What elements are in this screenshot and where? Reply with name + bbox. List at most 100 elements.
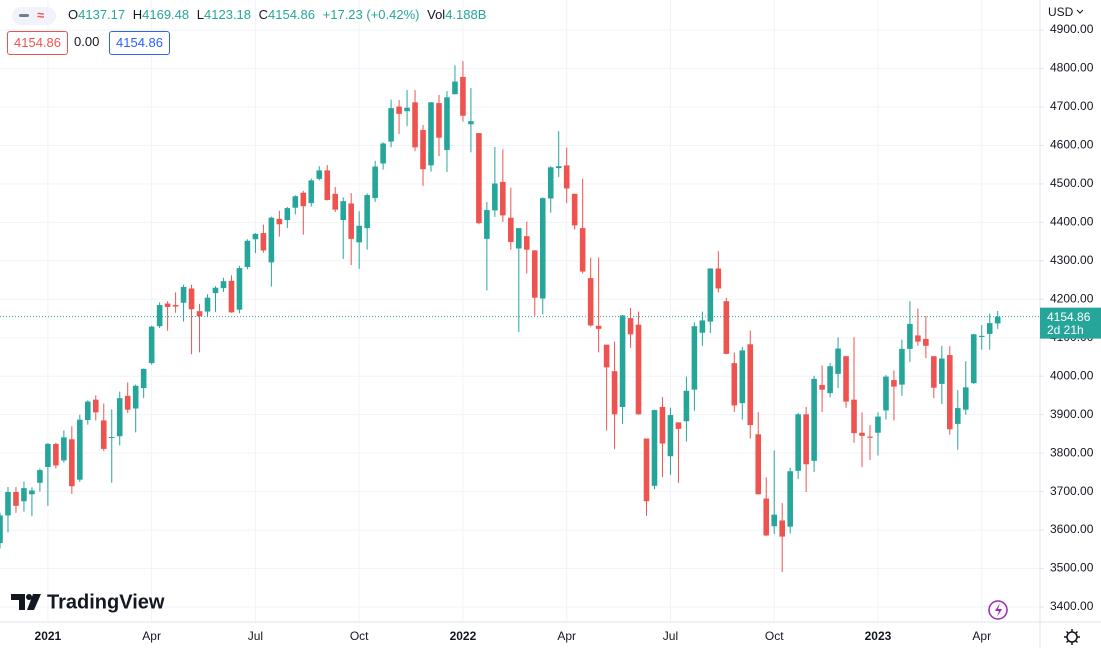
candle-body [819, 385, 825, 390]
y-tick-label: 3800.00 [1050, 445, 1094, 459]
x-tick-label: 2021 [35, 629, 62, 643]
y-tick-label: 4700.00 [1050, 99, 1094, 113]
candle-body [116, 398, 123, 437]
x-tick-label: Oct [765, 629, 784, 643]
candle-body [420, 130, 426, 170]
vol-label: Vol [427, 7, 446, 22]
sell-price[interactable]: 4154.86 [7, 31, 68, 55]
candle-body [723, 301, 730, 354]
lightning-button[interactable] [988, 600, 1008, 620]
candle-body [428, 102, 434, 166]
candle-body [260, 233, 267, 251]
l-label: L [196, 7, 204, 22]
y-tick-label: 4200.00 [1050, 291, 1094, 305]
buy-price[interactable]: 4154.86 [109, 31, 170, 55]
candle-body [244, 240, 251, 267]
last-price-label: 4154.86 [1047, 310, 1091, 324]
candle-body [954, 408, 961, 424]
candle-body [468, 121, 474, 125]
candle-body [539, 198, 546, 299]
candle-body [340, 201, 347, 221]
candle-body [92, 399, 99, 413]
candle-body [707, 268, 714, 322]
candle-body [739, 350, 746, 404]
candle-body [835, 348, 841, 374]
y-tick-label: 4400.00 [1050, 215, 1094, 229]
candle-body [444, 97, 450, 151]
x-tick-label: 2023 [865, 629, 892, 643]
candle-body [148, 326, 155, 364]
candle-body [595, 325, 602, 329]
candle-body [284, 208, 291, 221]
y-tick-label: 3900.00 [1050, 407, 1094, 421]
candle-body [899, 348, 905, 385]
candle-body [691, 326, 698, 390]
x-tick-label: 2022 [450, 629, 477, 643]
candle-body [939, 358, 945, 384]
c-label: C [258, 7, 269, 22]
settings-button[interactable] [1064, 629, 1080, 645]
candle-body [220, 281, 227, 289]
candle-body [196, 311, 203, 317]
candle-body [348, 203, 354, 239]
logo: TradingView [11, 591, 165, 613]
candle-body [516, 228, 522, 249]
candle-body [619, 315, 626, 407]
candle-body [523, 236, 530, 250]
candle-body [332, 193, 339, 210]
candle-body [236, 268, 243, 310]
svg-text:≈: ≈ [37, 7, 44, 22]
currency: USD [1048, 5, 1074, 19]
candle-body [508, 217, 514, 242]
candle-body [779, 520, 785, 537]
candle-body [356, 225, 362, 243]
candle-body [683, 390, 690, 422]
x-tick-label: Jul [248, 629, 263, 643]
spread: 0.00 [72, 31, 102, 53]
y-tick-label: 3600.00 [1050, 522, 1094, 536]
candle-body [172, 305, 179, 307]
candle-body [380, 143, 386, 164]
close-value: 4154.86 [268, 7, 316, 22]
candle-body [851, 399, 857, 434]
h-label: H [132, 7, 143, 22]
candle-body [180, 286, 187, 303]
candle-body [603, 344, 610, 368]
o-label: O [68, 7, 79, 22]
candle-body [867, 436, 873, 438]
header-icons[interactable]: ≈ [12, 7, 56, 25]
candle-body [316, 170, 323, 179]
candle-body [300, 192, 307, 207]
candle-body [460, 76, 466, 116]
y-tick-label: 4800.00 [1050, 61, 1094, 75]
candle-body [547, 167, 554, 199]
candle-body [635, 324, 642, 415]
currency-caret[interactable] [1076, 9, 1084, 14]
candle-body [659, 406, 666, 444]
y-tick-label: 4500.00 [1050, 176, 1094, 190]
candle-body [883, 376, 889, 411]
high-value: 4169.48 [142, 7, 190, 22]
candle-body [0, 515, 3, 544]
candle-body [140, 368, 147, 389]
candle-body [555, 166, 562, 169]
candle-body [45, 443, 51, 467]
candle-body [891, 380, 897, 387]
candle-body [731, 363, 738, 406]
change: +17.23 (+0.42%) [322, 7, 420, 22]
y-tick-label: 3700.00 [1050, 484, 1094, 498]
candle-body [252, 233, 259, 240]
candle-body [500, 181, 506, 216]
candle-body [795, 414, 801, 471]
candle-body [412, 102, 418, 148]
candle-body [292, 196, 299, 208]
candle-body [21, 488, 27, 502]
x-tick-label: Apr [972, 629, 991, 643]
candle-body [5, 491, 11, 516]
candle-body [37, 470, 43, 483]
brand: TradingView [47, 591, 165, 613]
candle-body [484, 210, 490, 239]
candle-body [100, 420, 107, 449]
y-tick-label: 4300.00 [1050, 253, 1094, 267]
candle-body [651, 410, 658, 486]
